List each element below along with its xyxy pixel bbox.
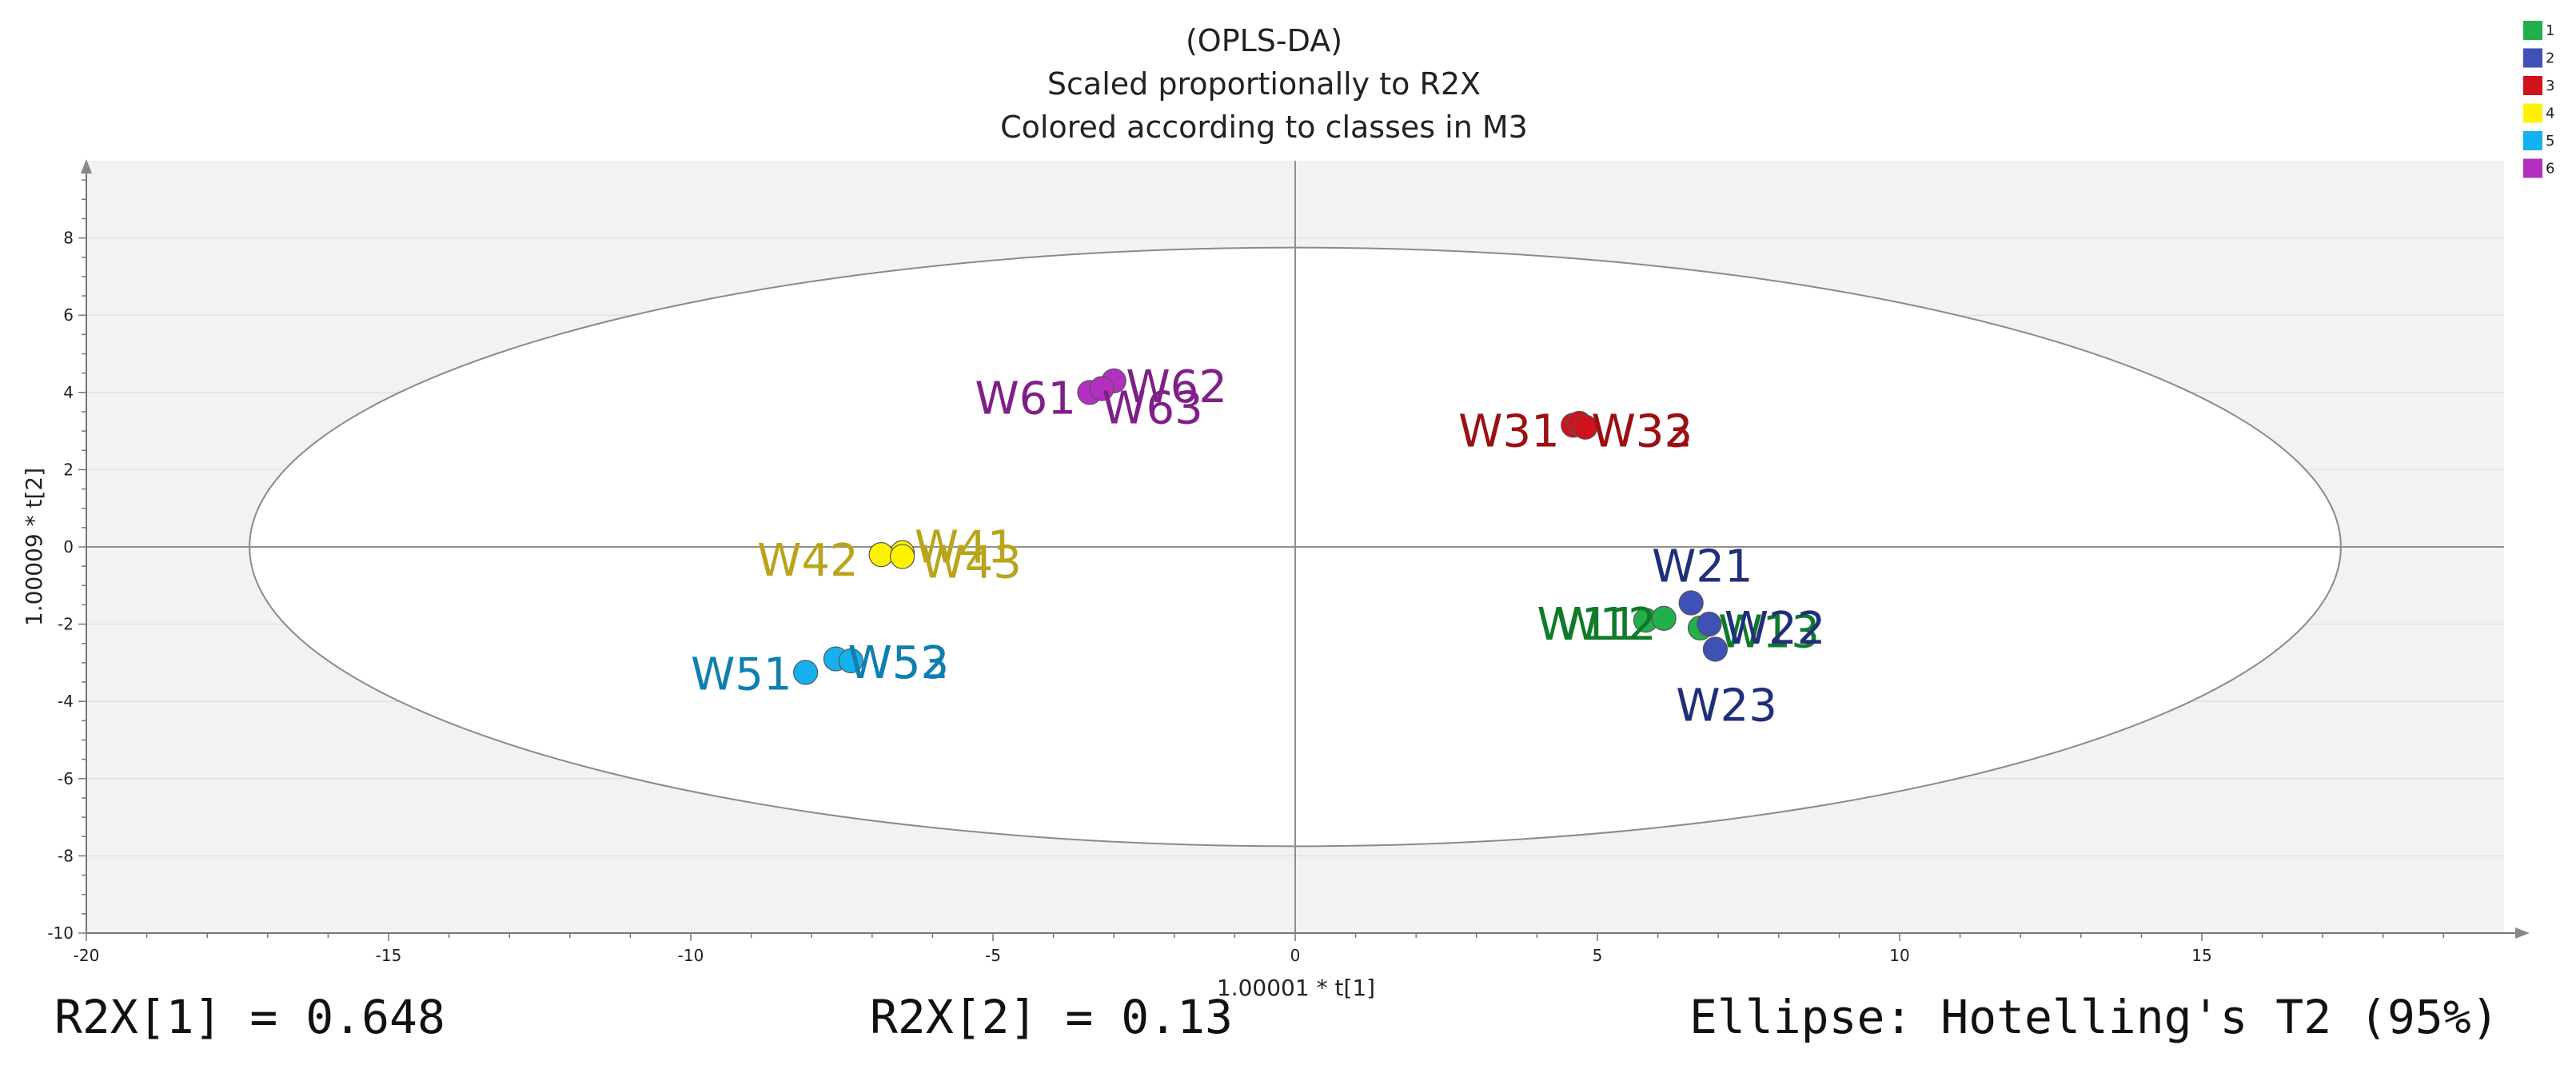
point-w23 bbox=[1702, 636, 1729, 662]
x-axis-label: 1.00001 * t[1] bbox=[1217, 975, 1375, 1001]
y-tick-label: 8 bbox=[63, 229, 74, 248]
legend-swatch-1 bbox=[2523, 21, 2542, 40]
x-axis-arrow bbox=[2515, 927, 2530, 939]
x-axis-ticks: -20 -15 -10 -5 0 5 10 15 bbox=[74, 933, 2445, 965]
x-tick-label: 0 bbox=[1290, 946, 1301, 965]
label-w33: W33 bbox=[1591, 405, 1693, 457]
point-w63 bbox=[1089, 376, 1115, 401]
label-w43: W43 bbox=[920, 537, 1022, 589]
legend: 1 2 3 4 5 6 bbox=[2523, 21, 2554, 178]
x-tick-label: -20 bbox=[74, 946, 100, 965]
y-axis-arrow bbox=[81, 159, 92, 174]
title-line-3: Colored according to classes in M3 bbox=[1000, 110, 1528, 145]
label-w53: W53 bbox=[848, 637, 950, 689]
legend-label-3: 3 bbox=[2546, 78, 2554, 94]
y-tick-label: 0 bbox=[63, 537, 74, 556]
title-line-1: (OPLS-DA) bbox=[1186, 23, 1342, 58]
point-w42 bbox=[868, 542, 894, 568]
point-w21 bbox=[1678, 590, 1704, 616]
y-tick-label: -6 bbox=[58, 769, 74, 788]
legend-label-1: 1 bbox=[2546, 22, 2554, 39]
legend-swatch-6 bbox=[2523, 158, 2542, 178]
label-w32: W32 bbox=[1591, 405, 1693, 457]
point-w53 bbox=[838, 648, 863, 674]
point-w51 bbox=[793, 660, 819, 685]
zero-lines bbox=[86, 161, 2504, 933]
y-tick-label: -2 bbox=[58, 615, 74, 634]
point-w22 bbox=[1697, 611, 1722, 637]
y-tick-label: -10 bbox=[47, 923, 74, 943]
x-tick-label: 10 bbox=[1889, 946, 1909, 965]
legend-label-4: 4 bbox=[2546, 106, 2554, 122]
r2x-1-stat: R2X[1] = 0.648 bbox=[54, 990, 445, 1044]
label-w63: W63 bbox=[1102, 382, 1203, 434]
point-w33 bbox=[1573, 414, 1598, 440]
label-w31: W31 bbox=[1458, 405, 1560, 457]
legend-swatch-4 bbox=[2523, 103, 2542, 123]
r2x-2-stat: R2X[2] = 0.13 bbox=[870, 990, 1233, 1044]
label-w23: W23 bbox=[1676, 680, 1777, 732]
label-w51: W51 bbox=[691, 649, 792, 701]
ellipse-note: Ellipse: Hotelling's T2 (95%) bbox=[1689, 990, 2499, 1044]
y-tick-label: -4 bbox=[58, 692, 74, 711]
label-w21: W21 bbox=[1652, 540, 1753, 592]
point-w43 bbox=[889, 544, 915, 569]
legend-label-2: 2 bbox=[2546, 50, 2554, 67]
y-axis-ticks: -10 -8 -6 -4 -2 0 2 4 6 8 bbox=[47, 179, 86, 943]
label-w62: W62 bbox=[1126, 361, 1227, 413]
label-w11: W11 bbox=[1537, 599, 1638, 651]
y-tick-label: 6 bbox=[63, 305, 74, 325]
x-tick-label: 5 bbox=[1593, 946, 1603, 965]
y-tick-label: 4 bbox=[63, 383, 74, 402]
label-w42: W42 bbox=[757, 535, 859, 587]
label-w61: W61 bbox=[975, 373, 1076, 425]
x-tick-label: -5 bbox=[985, 946, 1001, 965]
x-tick-label: 15 bbox=[2191, 946, 2211, 965]
legend-swatch-3 bbox=[2523, 76, 2542, 95]
label-w22: W22 bbox=[1725, 603, 1826, 655]
data-points bbox=[793, 368, 1729, 685]
chart-title: (OPLS-DA) Scaled proportionally to R2X C… bbox=[1000, 23, 1528, 145]
x-tick-label: -10 bbox=[678, 946, 704, 965]
legend-label-5: 5 bbox=[2546, 133, 2554, 150]
legend-swatch-5 bbox=[2523, 131, 2542, 150]
y-tick-label: 2 bbox=[63, 460, 74, 479]
title-line-2: Scaled proportionally to R2X bbox=[1047, 66, 1481, 102]
legend-label-6: 6 bbox=[2546, 161, 2554, 178]
point-w12 bbox=[1651, 605, 1677, 631]
y-axis-label: 1.00009 * t[2] bbox=[21, 468, 47, 626]
legend-swatch-2 bbox=[2523, 48, 2542, 68]
y-tick-label: -8 bbox=[58, 846, 74, 865]
label-w41: W41 bbox=[915, 521, 1016, 573]
x-tick-label: -15 bbox=[376, 946, 402, 965]
label-w12: W12 bbox=[1555, 599, 1657, 651]
label-w13: W13 bbox=[1718, 607, 1820, 659]
label-w52: W52 bbox=[848, 637, 950, 689]
